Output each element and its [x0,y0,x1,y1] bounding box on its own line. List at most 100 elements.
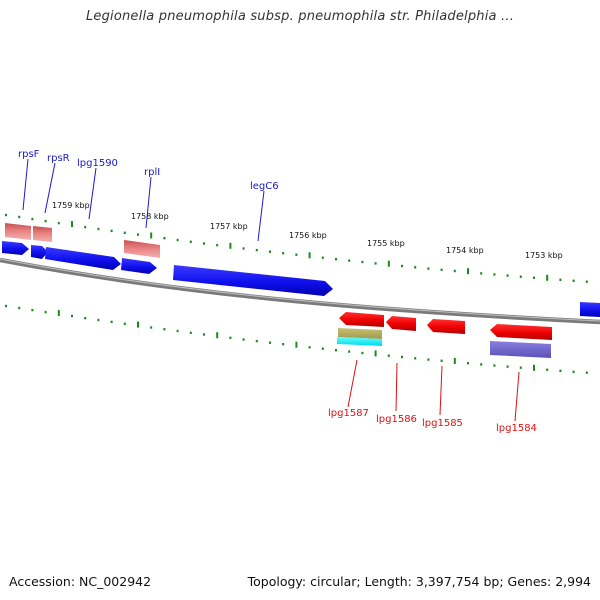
lower-minor-tick [163,328,166,331]
upper-minor-tick [31,217,34,221]
gene-arrow-lpg1587[interactable] [339,312,384,327]
lower-minor-tick [176,329,179,333]
lower-minor-tick [572,370,575,373]
gene-arrow-lpg1585[interactable] [427,319,465,334]
upper-minor-tick [427,267,430,270]
upper-tick-row [5,213,588,283]
gene-label-lpg1586[interactable]: lpg1586 [376,414,417,425]
tick-label-1755: 1755 kbp [367,239,405,248]
lower-major-tick [295,341,298,348]
tick-label-1756: 1756 kbp [289,231,327,240]
upper-major-tick [546,274,549,281]
lower-minor-tick [414,357,417,360]
upper-minor-tick [493,273,496,276]
gene-label-rpsF[interactable]: rpsF [18,149,40,160]
lower-minor-tick [559,369,562,372]
genome-backbone [0,257,600,325]
lower-minor-tick [150,326,153,329]
gene-label-lpg1584[interactable]: lpg1584 [496,423,537,434]
tick-label-1753: 1753 kbp [525,251,563,260]
rna-feature-rpsF[interactable] [5,223,31,240]
upper-minor-tick [295,253,298,256]
lower-tick-row [5,304,588,374]
lower-minor-tick [84,316,87,320]
lower-minor-tick [71,314,73,318]
feature-bar-lpg1587-lower[interactable] [337,337,382,346]
upper-minor-tick [335,258,337,261]
gene-label-rpsR[interactable]: rpsR [47,153,70,164]
upper-minor-tick [401,264,403,268]
lower-minor-tick [44,310,47,314]
lower-minor-tick [387,354,390,357]
lower-minor-tick [361,351,364,355]
upper-minor-tick [176,238,179,242]
rna-feature-rplI[interactable] [124,240,160,258]
upper-minor-tick [348,259,351,262]
lower-minor-tick [255,339,258,343]
lower-minor-tick [506,365,509,368]
gene-label-lpg1590[interactable]: lpg1590 [77,158,118,169]
upper-minor-tick [242,247,245,250]
lower-major-tick [137,321,139,328]
leader-line-lpg1587 [347,359,358,408]
lower-minor-tick [97,318,100,322]
lower-minor-tick [519,366,522,369]
map-title: Legionella pneumophila subsp. pneumophil… [85,9,515,24]
lower-minor-tick [229,336,232,339]
upper-minor-tick [44,219,47,223]
gene-label-lpg1587[interactable]: lpg1587 [328,408,369,419]
leader-line-lpg1586 [395,362,398,412]
lower-major-tick [57,310,60,317]
gene-arrow-rpsR[interactable] [31,245,48,259]
gene-arrow-lpg1584[interactable] [490,324,552,340]
tick-label-1759: 1759 kbp [52,201,90,210]
upper-minor-tick [110,229,113,233]
leader-line-legC6 [257,190,265,242]
lower-minor-tick [189,331,192,334]
lower-minor-tick [440,359,443,362]
lower-major-tick [216,332,219,339]
lower-minor-tick [308,346,311,349]
lower-minor-tick [321,347,324,350]
rna-feature-rpsR[interactable] [33,226,52,242]
upper-major-tick [71,221,73,228]
lower-minor-tick [493,364,496,367]
upper-major-tick [150,232,153,239]
leader-line-rplI [145,176,152,229]
gene-label-rplI[interactable]: rplI [144,167,160,178]
genome-backbone-highlight [0,258,600,322]
lower-minor-tick [467,362,469,365]
upper-minor-tick [414,266,417,269]
gene-arrow-edge[interactable] [580,302,600,317]
gene-arrow-legC6[interactable] [173,265,333,296]
upper-minor-tick [519,275,522,278]
tick-label-1758: 1758 kbp [131,212,169,221]
upper-minor-tick [321,256,324,259]
gene-arrow-lpg1586[interactable] [386,316,416,331]
lower-minor-tick [123,322,126,325]
tick-label-1757: 1757 kbp [210,222,248,231]
leader-line-lpg1585 [439,365,443,416]
gene-label-legC6[interactable]: legC6 [250,181,279,192]
upper-major-tick [308,252,311,259]
lower-minor-tick [401,355,403,359]
leader-line-lpg1590 [88,167,97,220]
lower-minor-tick [18,306,21,310]
upper-minor-tick [374,262,377,265]
upper-minor-tick [84,225,87,229]
upper-minor-tick [137,233,139,236]
gene-arrow-rpsF[interactable] [2,241,29,255]
leader-line-lpg1584 [514,371,520,422]
gene-label-lpg1585[interactable]: lpg1585 [422,418,463,429]
upper-minor-tick [572,279,575,282]
gene-arrow-lpg1590[interactable] [45,247,121,270]
leader-line-rpsR [44,162,56,214]
feature-bar-lpg1587-upper[interactable] [338,328,382,339]
gene-arrow-rplI[interactable] [121,258,157,274]
upper-minor-tick [57,221,60,225]
lower-minor-tick [348,350,351,353]
lower-minor-tick [335,349,337,352]
feature-bar-lpg1584[interactable] [490,341,551,358]
lower-minor-tick [427,358,430,361]
